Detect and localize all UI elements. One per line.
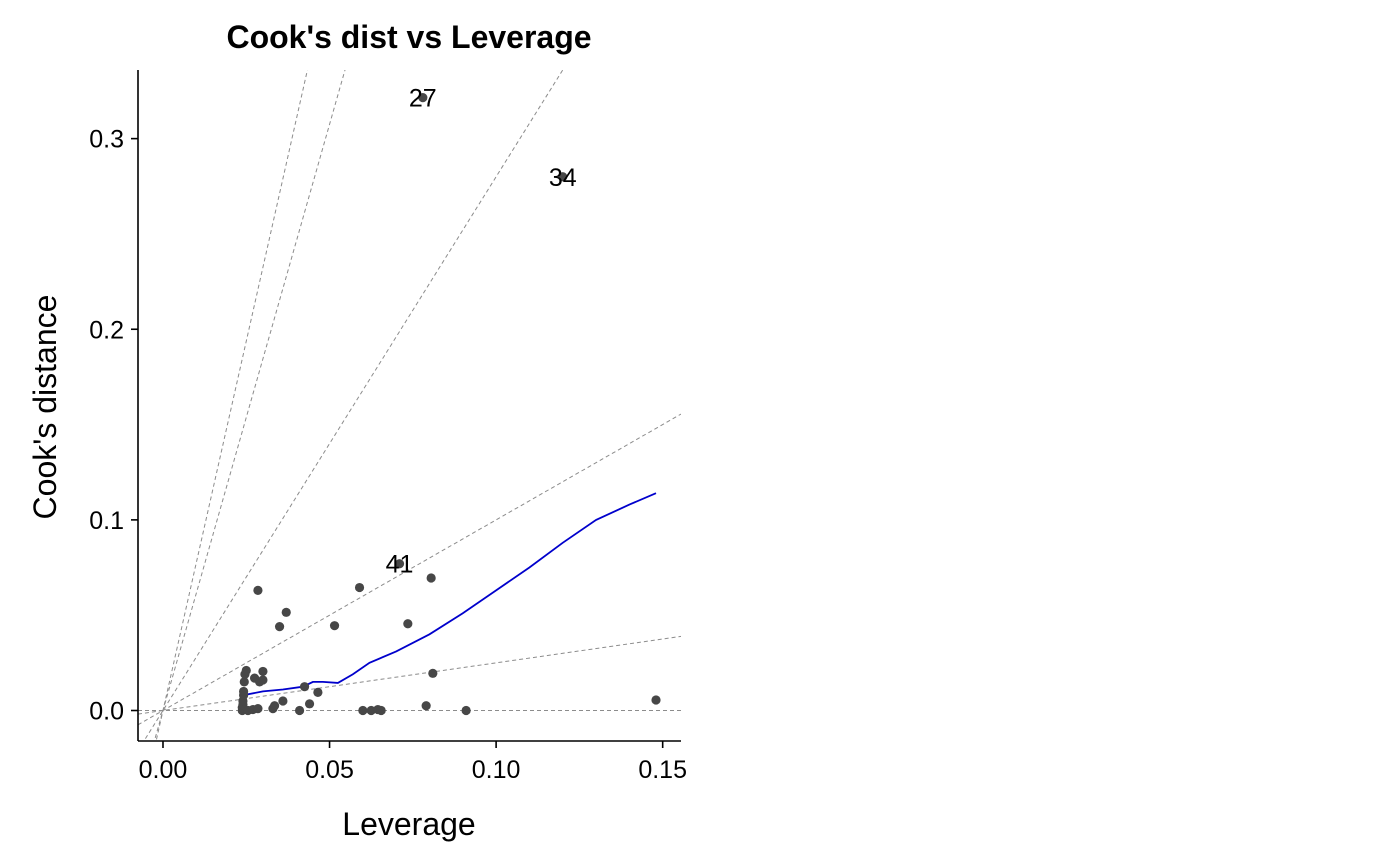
reference-line-3	[143, 70, 564, 741]
x-tick-label-2: 0.10	[472, 756, 521, 784]
point-label-27: 27	[409, 85, 437, 113]
data-point-18	[269, 701, 280, 711]
reference-lines	[138, 70, 681, 741]
data-point-16	[253, 585, 263, 596]
x-axis-label: Leverage	[342, 806, 475, 842]
data-point-37	[428, 668, 438, 678]
data-point-14	[258, 666, 268, 677]
data-point-15	[258, 675, 268, 685]
point-label-41: 41	[386, 551, 414, 579]
data-point-19	[274, 622, 285, 632]
data-point-8	[241, 665, 251, 676]
reference-line-4	[153, 70, 346, 741]
data-point-23	[299, 682, 310, 692]
data-point-32	[394, 559, 405, 569]
x-tick-label-1: 0.05	[305, 756, 354, 784]
y-tick-label-3: 0.3	[89, 126, 124, 154]
y-tick-label-1: 0.1	[89, 507, 124, 535]
smooth-line	[242, 492, 657, 697]
reference-line-1	[138, 635, 681, 715]
axes: 0.00 0.05 0.10 0.15 0.0 0.1 0.2 0.3	[89, 70, 687, 784]
x-tick-label-0: 0.00	[139, 756, 188, 784]
data-point-28	[358, 705, 368, 716]
data-point-33	[403, 619, 413, 629]
point-label-34: 34	[549, 164, 577, 192]
data-point-36	[426, 573, 436, 583]
data-point-40	[651, 695, 661, 705]
data-point-6	[239, 677, 249, 687]
data-point-22	[294, 705, 305, 716]
x-tick-label-3: 0.15	[638, 756, 687, 784]
data-point-31	[376, 705, 386, 716]
reference-line-2	[138, 413, 681, 726]
data-point-35	[421, 701, 431, 711]
reference-line-5	[155, 70, 308, 741]
data-point-20	[278, 696, 288, 706]
y-axis-label: Cook's distance	[27, 295, 63, 520]
data-point-21	[281, 607, 291, 617]
data-point-38	[461, 705, 471, 716]
data-point-25	[313, 687, 323, 697]
y-tick-label-0: 0.0	[89, 698, 124, 726]
chart-title: Cook's dist vs Leverage	[226, 19, 591, 55]
data-point-24	[304, 699, 315, 709]
data-point-12	[253, 703, 263, 714]
data-point-34	[418, 93, 428, 103]
data-point-26	[329, 621, 340, 631]
data-point-39	[558, 172, 568, 182]
point-labels: 27 34 41	[386, 85, 577, 579]
data-point-27	[354, 582, 365, 593]
data-point-5	[239, 686, 249, 697]
smooth-line-group	[242, 492, 657, 697]
data-points	[237, 93, 661, 716]
y-tick-label-2: 0.2	[89, 316, 124, 344]
